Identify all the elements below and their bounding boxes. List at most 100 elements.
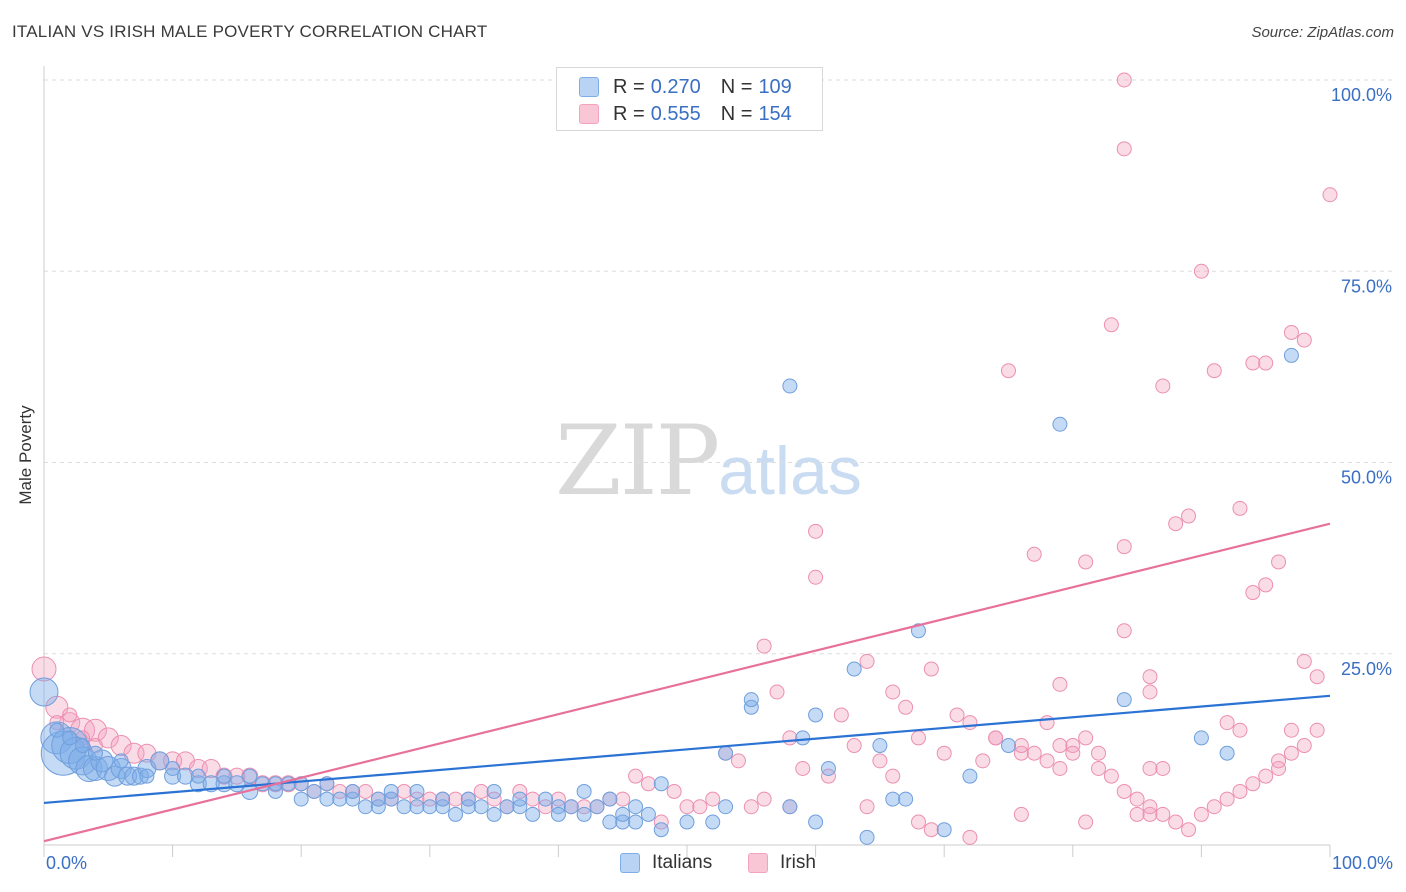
italians-point [460, 799, 476, 815]
italians-point [370, 799, 386, 815]
italians-point [139, 768, 155, 784]
italians-point [589, 799, 605, 815]
irish-point [1001, 363, 1016, 379]
y-tick-label: 50.0% [1341, 468, 1392, 488]
italians-point [164, 767, 182, 785]
italians-point [293, 791, 309, 807]
irish-legend-swatch [748, 853, 768, 873]
irish-point [83, 718, 107, 742]
italians-point [332, 791, 348, 807]
irish-point [1322, 187, 1338, 203]
italians-point [345, 791, 361, 807]
irish-point [743, 799, 759, 815]
irish-point [1283, 722, 1299, 738]
italians-point [62, 730, 78, 746]
irish-point [936, 745, 952, 761]
irish-point [949, 707, 965, 723]
irish-point [1219, 715, 1235, 731]
watermark-atlas: atlas [718, 433, 862, 509]
irish-point [846, 738, 862, 754]
italians-point [460, 791, 476, 807]
irish-point [525, 791, 541, 807]
italians-point [486, 806, 502, 822]
irish-point [1206, 799, 1222, 815]
irish-point [1052, 738, 1068, 754]
irish-point [1245, 776, 1261, 792]
irish-point [1091, 745, 1107, 761]
irish-point [396, 783, 412, 799]
irish-point [512, 783, 528, 799]
irish-trend-line [43, 522, 1331, 843]
italians-point [486, 783, 502, 799]
italians-point [538, 791, 554, 807]
irish-point [576, 799, 592, 815]
series-legend: Italians Irish [0, 852, 1406, 878]
irish-point [910, 814, 926, 830]
irish-point [666, 783, 682, 799]
italians-point [820, 761, 836, 776]
irish-point [1142, 761, 1158, 776]
irish-point [1168, 516, 1184, 532]
r-label: R = [613, 102, 645, 125]
irish-point [1206, 363, 1222, 379]
irish-point [1039, 715, 1055, 731]
irish-point [1258, 768, 1274, 784]
italians-point [615, 806, 631, 822]
chart-title: ITALIAN VS IRISH MALE POVERTY CORRELATIO… [12, 22, 488, 41]
irish-point [550, 791, 566, 807]
irish-swatch [579, 104, 599, 124]
irish-point [1155, 761, 1171, 776]
italians-point [435, 799, 451, 815]
italians-point [808, 814, 824, 830]
irish-point [1116, 141, 1132, 157]
x-tick-label: 0.0% [46, 853, 87, 873]
irish-point [241, 767, 259, 785]
italians-point [345, 783, 361, 799]
watermark-zip: ZIP [555, 405, 720, 517]
irish-point [1296, 738, 1312, 754]
italians-point [87, 745, 103, 761]
x-tick-label: 100.0% [1332, 853, 1393, 873]
stats-legend-row-italians: R = 0.270 N = 109 [579, 75, 792, 99]
italians-point [576, 783, 592, 799]
irish-point [705, 791, 721, 807]
irish-point [1116, 72, 1132, 88]
irish-point [962, 715, 978, 731]
irish-point [473, 783, 489, 799]
italians-legend-swatch [620, 853, 640, 873]
italians-point [718, 799, 734, 815]
italians-point [409, 783, 425, 799]
irish-point [31, 656, 57, 682]
irish-point [988, 730, 1004, 746]
irish-point [409, 791, 425, 807]
irish-point [201, 759, 221, 778]
italians-point [319, 791, 335, 807]
irish-point [833, 707, 849, 723]
italians-point [216, 768, 232, 784]
italians-point [936, 822, 952, 838]
irish-point [885, 684, 901, 700]
irish-point [1245, 585, 1261, 601]
irish-point [1078, 554, 1094, 570]
italians-trend-line [43, 694, 1331, 805]
irish-point [730, 753, 746, 769]
italians-point [118, 766, 138, 786]
irish-point [1103, 768, 1119, 784]
irish-point [1103, 317, 1119, 333]
italians-point [898, 791, 914, 807]
italians-point [628, 799, 644, 815]
italians-point [383, 791, 399, 807]
irish-point [1078, 730, 1094, 746]
irish-point [422, 791, 438, 807]
italians-point [910, 623, 926, 639]
irish-point [1271, 554, 1287, 570]
italians-point [782, 799, 798, 815]
italians-point [743, 692, 759, 708]
irish-point [1193, 806, 1209, 822]
irish-point [1219, 791, 1235, 807]
legend-item-irish[interactable]: Irish [748, 852, 816, 874]
irish-point [1155, 806, 1171, 822]
irish-point [1283, 324, 1299, 340]
legend-item-italians[interactable]: Italians [620, 852, 712, 874]
italians-point [110, 758, 132, 779]
